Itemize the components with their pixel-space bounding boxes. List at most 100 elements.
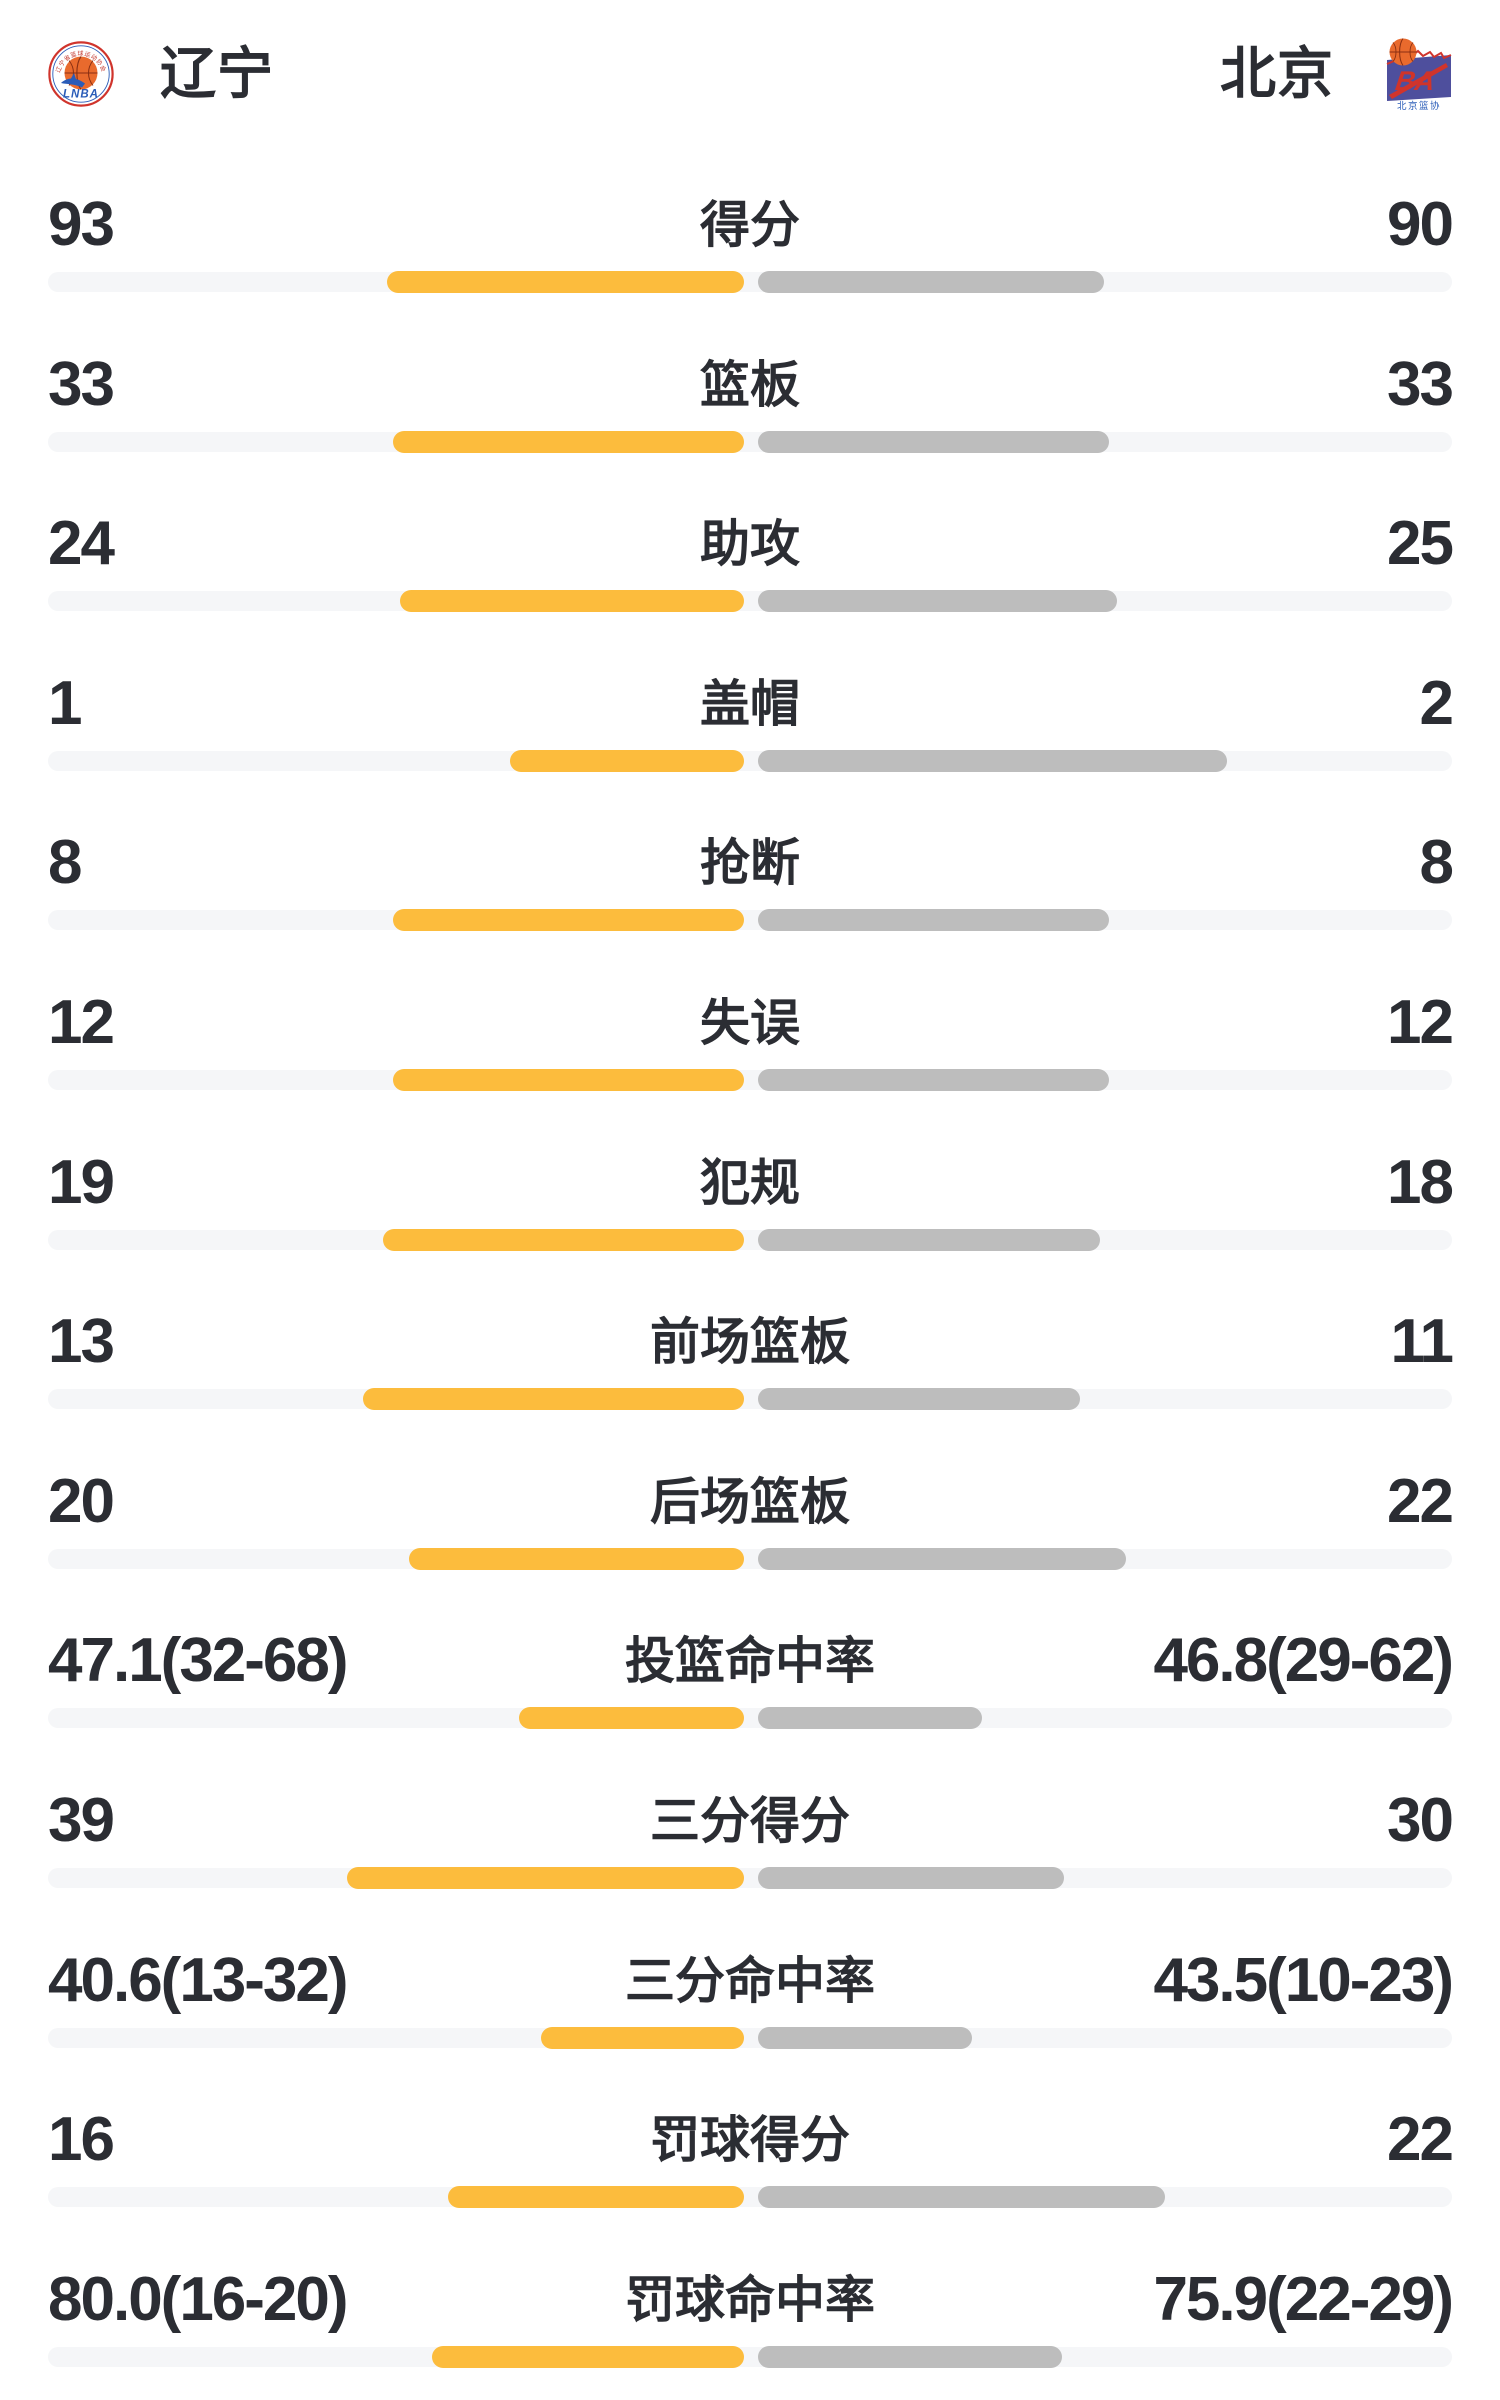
away-stat-bar — [758, 909, 1109, 932]
home-stat-bar — [383, 1228, 744, 1251]
stat-label: 失误 — [700, 995, 800, 1051]
stat-values-line: 80.0(16-20) 罚球命中率 75.9(22-29) — [48, 2264, 1454, 2334]
home-stat-bar — [409, 1547, 744, 1570]
stat-values-line: 24 助攻 25 — [48, 509, 1454, 579]
stat-values-line: 8 抢断 8 — [48, 828, 1455, 898]
stat-row: 80.0(16-20) 罚球命中率 75.9(22-29) — [48, 2233, 1454, 2393]
stat-label: 犯规 — [700, 1154, 800, 1211]
stat-row: 12 失误 12 — [48, 956, 1454, 1116]
stat-bar-track — [48, 590, 1452, 613]
home-stat-value: 8 — [48, 828, 83, 898]
stat-bar-track — [48, 2026, 1452, 2049]
stat-row: 39 三分得分 30 — [48, 1754, 1454, 1914]
home-stat-bar — [347, 1867, 744, 1889]
away-stat-value: 11 — [1390, 1307, 1454, 1377]
home-stat-value: 40.6(13-32) — [48, 1945, 349, 2015]
stat-row: 33 篮板 33 — [48, 318, 1454, 478]
away-stat-bar — [758, 2186, 1165, 2209]
stat-values-line: 93 得分 90 — [48, 190, 1454, 259]
stat-bar-track — [48, 2345, 1452, 2368]
home-stat-bar — [400, 590, 744, 613]
away-stat-bar — [758, 2026, 972, 2049]
home-stat-bar — [519, 1707, 744, 1730]
home-stat-bar — [510, 749, 744, 772]
stat-label: 盖帽 — [700, 675, 800, 732]
stat-label: 得分 — [700, 197, 800, 253]
away-stat-value: 2 — [1419, 668, 1455, 738]
stat-values-line: 12 失误 12 — [48, 988, 1454, 1057]
stat-label: 投篮命中率 — [625, 1633, 875, 1690]
stat-values-line: 33 篮板 33 — [48, 349, 1454, 419]
stat-label: 前场篮板 — [650, 1314, 850, 1371]
stat-bar-track — [48, 1388, 1452, 1411]
away-stat-value: 25 — [1387, 509, 1454, 579]
stat-bar-track — [48, 1069, 1452, 1091]
stat-values-line: 13 前场篮板 11 — [48, 1307, 1454, 1377]
stat-bar-track — [48, 2186, 1452, 2209]
stat-row: 40.6(13-32) 三分命中率 43.5(10-23) — [48, 1914, 1454, 2074]
stat-row: 19 犯规 18 — [48, 1116, 1454, 1276]
away-stat-value: 12 — [1387, 988, 1454, 1057]
lnba-caption: LNBA — [63, 89, 99, 101]
away-stat-value: 30 — [1387, 1786, 1454, 1855]
match-header: 辽宁省篮球运动协会 LNBA 辽宁 北京 BA 北京篮协 — [0, 0, 1500, 158]
home-stat-bar — [393, 909, 744, 932]
home-stat-value: 93 — [48, 190, 115, 259]
home-stat-bar — [432, 2345, 744, 2368]
away-stat-bar — [758, 1388, 1080, 1411]
home-stat-bar — [363, 1388, 744, 1411]
stat-row: 93 得分 90 — [48, 158, 1454, 318]
away-stat-bar — [758, 1707, 982, 1730]
away-stat-bar — [758, 430, 1109, 453]
stat-bar-track — [48, 1547, 1452, 1570]
away-stat-bar — [758, 1069, 1109, 1091]
stat-row: 47.1(32-68) 投篮命中率 46.8(29-62) — [48, 1594, 1454, 1754]
stat-bar-track — [48, 749, 1452, 772]
stat-values-line: 39 三分得分 30 — [48, 1786, 1454, 1855]
stat-label: 罚球命中率 — [625, 2271, 875, 2328]
stat-row: 20 后场篮板 22 — [48, 1435, 1454, 1595]
away-stat-bar — [758, 1867, 1064, 1889]
stat-values-line: 47.1(32-68) 投篮命中率 46.8(29-62) — [48, 1626, 1454, 1696]
stat-values-line: 40.6(13-32) 三分命中率 43.5(10-23) — [48, 1945, 1454, 2015]
away-stat-value: 8 — [1419, 828, 1455, 898]
away-stat-bar — [758, 1547, 1126, 1570]
home-stat-bar — [393, 1069, 744, 1091]
stat-row: 13 前场篮板 11 — [48, 1275, 1454, 1435]
home-stat-bar — [448, 2186, 744, 2209]
home-stat-value: 20 — [48, 1466, 115, 1536]
home-stat-value: 80.0(16-20) — [48, 2264, 349, 2334]
stat-values-line: 16 罚球得分 22 — [48, 2105, 1454, 2175]
home-stat-bar — [387, 271, 744, 293]
away-stat-value: 18 — [1387, 1147, 1454, 1217]
away-stat-value: 33 — [1387, 349, 1454, 419]
home-stat-value: 19 — [48, 1147, 115, 1217]
home-team-header: 辽宁省篮球运动协会 LNBA 辽宁 — [48, 41, 274, 107]
stat-values-line: 20 后场篮板 22 — [48, 1466, 1454, 1536]
stat-label: 罚球得分 — [650, 2112, 850, 2169]
home-stat-value: 1 — [48, 668, 83, 738]
stat-label: 三分命中率 — [625, 1952, 875, 2009]
home-stat-value: 12 — [48, 988, 115, 1057]
home-stat-value: 39 — [48, 1786, 115, 1855]
bba-letters: BA — [1394, 65, 1437, 96]
away-stat-value: 90 — [1387, 190, 1454, 259]
away-stat-value: 75.9(22-29) — [1153, 2264, 1454, 2334]
liaoning-logo-icon: 辽宁省篮球运动协会 LNBA — [48, 41, 114, 107]
stat-bar-track — [48, 1707, 1452, 1730]
away-team-header: 北京 BA 北京篮协 — [1220, 37, 1452, 111]
away-stat-value: 22 — [1387, 2105, 1454, 2175]
away-stat-bar — [758, 590, 1117, 613]
stat-bar-track — [48, 909, 1452, 932]
stat-label: 篮板 — [700, 356, 800, 413]
stat-row: 8 抢断 8 — [48, 796, 1455, 956]
stat-label: 后场篮板 — [650, 1473, 850, 1530]
home-stat-bar — [541, 2026, 744, 2049]
home-team-name: 辽宁 — [160, 42, 274, 105]
away-stat-value: 43.5(10-23) — [1153, 1945, 1454, 2015]
stat-values-line: 1 盖帽 2 — [48, 668, 1455, 738]
away-stat-bar — [758, 2345, 1062, 2368]
away-stat-value: 46.8(29-62) — [1153, 1626, 1454, 1696]
stat-row: 1 盖帽 2 — [48, 637, 1455, 797]
home-stat-value: 47.1(32-68) — [48, 1626, 349, 1696]
